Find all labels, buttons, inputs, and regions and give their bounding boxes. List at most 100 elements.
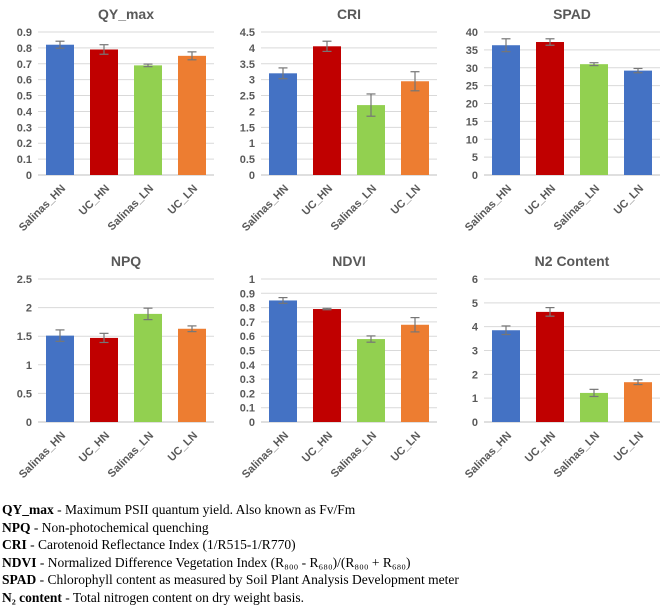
chart-ndvi: 0 0.1 0.2 0.3 0.4 0.5 0.6 0.7 0.8 0.9 1 Salinas_HN U… bbox=[240, 253, 437, 481]
x-category-label: Salinas_LN bbox=[106, 183, 156, 233]
x-category-label: Salinas_HN bbox=[240, 430, 291, 481]
x-category-label: UC_HN bbox=[77, 430, 112, 465]
chart-cri: 0 0.5 1 1.5 2 2.5 3 3.5 4 4.5 Salinas_HN UC_HNSalin… bbox=[240, 6, 437, 234]
y-tick-label: 0.4 bbox=[240, 360, 256, 372]
x-category-label: UC_HN bbox=[523, 183, 558, 218]
chart-title: NDVI bbox=[332, 253, 365, 269]
y-tick-label: 1.5 bbox=[240, 122, 255, 134]
x-category-label: UC_LN bbox=[166, 183, 200, 217]
y-tick-label: 0 bbox=[472, 417, 478, 429]
y-tick-label: 0.9 bbox=[240, 288, 255, 300]
x-category-label: Salinas_LN bbox=[329, 183, 379, 233]
x-category-label: Salinas_HN bbox=[17, 183, 68, 234]
caption-term: CRI bbox=[2, 537, 27, 552]
y-tick-label: 0.1 bbox=[17, 154, 32, 166]
chart-title: QY_max bbox=[98, 6, 154, 22]
chart-qy-max: 0 0.1 0.2 0.3 0.4 0.5 0.6 0.7 0.8 0.9 Salinas_HN UC… bbox=[17, 6, 214, 234]
chart-spad: 0 5 10 15 20 25 30 35 40 Salinas_HN UC_HNSalinas_L… bbox=[463, 6, 660, 234]
bar-salinas_hn bbox=[269, 73, 297, 175]
y-tick-label: 4 bbox=[249, 43, 256, 55]
bar-salinas_ln bbox=[134, 65, 162, 175]
caption-desc: - Maximum PSII quantum yield. Also known… bbox=[53, 502, 356, 517]
y-tick-label: 0 bbox=[472, 170, 478, 182]
y-tick-label: 0.3 bbox=[240, 374, 255, 386]
bar-uc_ln bbox=[178, 55, 206, 176]
y-tick-label: 2.5 bbox=[240, 91, 255, 103]
bar-salinas_hn bbox=[46, 44, 74, 175]
x-category-label: UC_LN bbox=[166, 430, 200, 464]
x-category-label: UC_HN bbox=[77, 183, 112, 218]
y-tick-label: 3 bbox=[472, 346, 478, 358]
y-tick-label: 1 bbox=[249, 138, 255, 150]
bar-uc_hn bbox=[313, 46, 341, 175]
bar-salinas_hn bbox=[492, 45, 520, 175]
y-tick-label: 15 bbox=[466, 116, 478, 128]
bar-salinas_hn bbox=[492, 330, 520, 422]
y-tick-label: 0 bbox=[26, 417, 32, 429]
y-tick-label: 1 bbox=[472, 393, 478, 405]
y-tick-label: 0.7 bbox=[17, 59, 32, 71]
y-tick-label: 5 bbox=[472, 298, 478, 310]
x-category-label: UC_LN bbox=[612, 430, 646, 464]
y-tick-label: 3.5 bbox=[240, 59, 255, 71]
bar-uc_ln bbox=[624, 70, 652, 175]
y-tick-label: 0 bbox=[249, 170, 255, 182]
bar-salinas_ln bbox=[134, 313, 162, 422]
caption-term: N₂ content bbox=[2, 589, 62, 605]
chart-title: CRI bbox=[337, 6, 361, 22]
y-tick-label: 0.5 bbox=[240, 154, 255, 166]
y-tick-label: 0.5 bbox=[17, 91, 32, 103]
y-tick-label: 6 bbox=[472, 274, 478, 286]
y-tick-label: 10 bbox=[466, 134, 478, 146]
y-tick-label: 35 bbox=[466, 45, 478, 57]
x-category-label: Salinas_HN bbox=[240, 183, 291, 234]
x-category-label: Salinas_LN bbox=[329, 430, 379, 480]
charts-grid: 0 0.1 0.2 0.3 0.4 0.5 0.6 0.7 0.8 0.9 Salinas_HN UC… bbox=[17, 6, 660, 481]
bar-uc_hn bbox=[536, 42, 564, 176]
y-tick-label: 3 bbox=[249, 75, 255, 87]
x-category-label: UC_HN bbox=[300, 183, 335, 218]
bar-uc_hn bbox=[536, 311, 564, 422]
caption-term: SPAD bbox=[2, 572, 37, 587]
y-tick-label: 0 bbox=[249, 417, 255, 429]
x-category-label: Salinas_HN bbox=[463, 183, 514, 234]
chart-title: N2 Content bbox=[535, 253, 610, 269]
x-category-label: Salinas_LN bbox=[106, 430, 156, 480]
caption-term: QY_max bbox=[2, 502, 54, 517]
bar-uc_hn bbox=[90, 337, 118, 422]
y-tick-label: 0 bbox=[26, 170, 32, 182]
x-category-label: UC_HN bbox=[300, 430, 335, 465]
y-tick-label: 0.8 bbox=[240, 303, 255, 315]
caption: QY_max - Maximum PSII quantum yield. Als… bbox=[0, 494, 668, 606]
bar-uc_hn bbox=[90, 49, 118, 175]
caption-line: QY_max - Maximum PSII quantum yield. Als… bbox=[2, 501, 664, 519]
caption-line: SPAD - Chlorophyll content as measured b… bbox=[2, 571, 664, 589]
chart-title: SPAD bbox=[553, 6, 591, 22]
x-category-label: UC_LN bbox=[389, 183, 423, 217]
bar-salinas_ln bbox=[357, 339, 385, 422]
y-tick-label: 1.5 bbox=[17, 331, 32, 343]
y-tick-label: 1 bbox=[26, 360, 32, 372]
y-tick-label: 0.4 bbox=[17, 106, 33, 118]
caption-line: NPQ - Non-photochemical quenching bbox=[2, 519, 664, 537]
caption-desc: - Non-photochemical quenching bbox=[30, 519, 209, 535]
x-category-label: UC_HN bbox=[523, 430, 558, 465]
y-tick-label: 0.8 bbox=[17, 43, 32, 55]
y-tick-label: 1 bbox=[249, 274, 255, 286]
bar-uc_ln bbox=[401, 324, 429, 422]
bar-uc_ln bbox=[401, 81, 429, 175]
caption-line: N₂ content - Total nitrogen content on d… bbox=[2, 589, 664, 607]
caption-line: NDVI - Normalized Difference Vegetation … bbox=[2, 554, 664, 572]
caption-desc: - Carotenoid Reflectance Index (1/R515-1… bbox=[26, 537, 296, 552]
y-tick-label: 0.9 bbox=[17, 27, 32, 39]
y-tick-label: 2 bbox=[249, 106, 255, 118]
y-tick-label: 0.2 bbox=[17, 138, 32, 150]
y-tick-label: 20 bbox=[466, 99, 478, 111]
x-category-label: UC_LN bbox=[389, 430, 423, 464]
caption-desc: - Normalized Difference Vegetation Index… bbox=[36, 554, 411, 570]
bar-salinas_hn bbox=[46, 335, 74, 422]
caption-term: NDVI bbox=[2, 554, 37, 570]
y-tick-label: 4 bbox=[472, 322, 479, 334]
